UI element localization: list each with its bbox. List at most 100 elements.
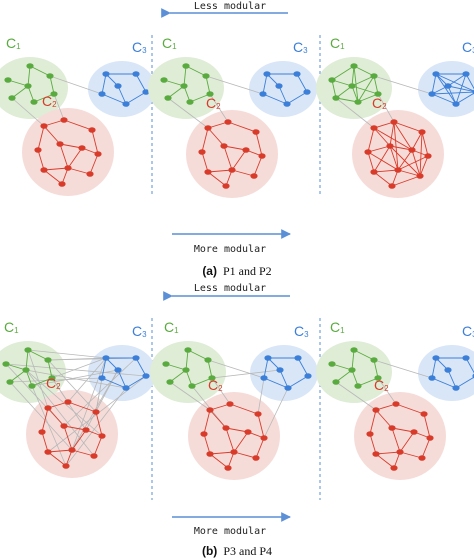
- c1-edge: [189, 93, 211, 103]
- c1-edge: [357, 93, 379, 103]
- inter-community-edge: [5, 363, 147, 377]
- c2-node: [372, 451, 380, 457]
- c3-node: [122, 385, 130, 391]
- c2-node: [394, 167, 402, 173]
- c2-node: [370, 125, 378, 131]
- c1-edge: [49, 75, 55, 95]
- caption-b: (b) P3 and P4: [202, 544, 272, 558]
- c2-node: [222, 183, 230, 189]
- c2-node: [418, 455, 426, 461]
- c3-edge: [431, 357, 437, 379]
- c3-edge: [447, 73, 467, 87]
- c3-node: [102, 71, 110, 77]
- c3-edge: [431, 93, 457, 105]
- c2-node: [366, 431, 374, 437]
- c1-node: [186, 99, 194, 105]
- c1-edge: [353, 65, 375, 77]
- c3-edge: [262, 73, 268, 95]
- inter-community-edge: [67, 357, 107, 403]
- label-c2: C2: [206, 95, 221, 111]
- c2-edge: [227, 121, 257, 133]
- c2-node: [198, 149, 206, 155]
- inter-community-edge: [377, 377, 397, 405]
- label-c1: C1: [4, 319, 19, 335]
- c2-edge: [399, 451, 423, 459]
- c2-edge: [209, 451, 235, 455]
- label-c1: C1: [164, 319, 179, 335]
- c2-edge: [59, 143, 69, 169]
- c3-edge: [447, 369, 457, 389]
- c3-edge: [263, 377, 289, 389]
- label-c3: C3: [462, 39, 474, 55]
- c1-edge: [205, 75, 211, 95]
- c2-node: [392, 401, 400, 407]
- c2-node: [230, 449, 238, 455]
- label-c3-letter: C: [294, 323, 304, 339]
- c1-node: [160, 77, 168, 83]
- label-c1-letter: C: [330, 319, 340, 335]
- inter-community-edge: [9, 381, 73, 451]
- label-c2-letter: C: [374, 377, 384, 393]
- c3-node: [284, 385, 292, 391]
- c3-node: [114, 83, 122, 89]
- c2-edge: [373, 169, 399, 173]
- more-modular-label-a: More modular: [194, 244, 266, 255]
- c3-node: [304, 373, 312, 379]
- c3-node: [132, 71, 140, 77]
- label-c1-letter: C: [4, 319, 14, 335]
- label-c2: C2: [42, 93, 57, 109]
- c3-edge: [455, 73, 467, 105]
- c2-edge: [389, 121, 395, 147]
- c2-node: [252, 455, 260, 461]
- c1-edge: [335, 369, 353, 383]
- label-c3-subscript: 3: [142, 46, 147, 55]
- c2-node: [418, 129, 426, 135]
- c1-node: [184, 347, 192, 353]
- label-c1: C1: [6, 35, 21, 51]
- label-c1: C1: [330, 35, 345, 51]
- c1-node: [374, 375, 382, 381]
- c2-edge: [233, 451, 257, 459]
- c2-edge: [367, 151, 375, 173]
- c2-node: [224, 119, 232, 125]
- c2-edge: [257, 413, 265, 439]
- inter-community-edge: [169, 381, 211, 411]
- c2-node: [90, 453, 98, 459]
- c3-node: [444, 367, 452, 373]
- c2-edge: [397, 155, 429, 171]
- c2-node: [424, 153, 432, 159]
- c2-node: [226, 401, 234, 407]
- c2-edge: [43, 125, 61, 145]
- community-c1-region: [0, 341, 66, 403]
- c1-edge: [207, 359, 213, 379]
- c2-edge: [393, 121, 413, 151]
- c3-node: [283, 101, 291, 107]
- c2-edge: [367, 145, 391, 153]
- c2-edge: [393, 121, 399, 171]
- c2-node: [204, 125, 212, 131]
- c1-node: [162, 361, 170, 367]
- c2-edge: [59, 143, 83, 149]
- c2-node: [408, 147, 416, 153]
- c2-edge: [391, 427, 401, 453]
- c1-node: [328, 77, 336, 83]
- c2-node: [364, 149, 372, 155]
- c2-edge: [397, 149, 413, 171]
- c2-node: [40, 167, 48, 173]
- c2-node: [44, 449, 52, 455]
- c2-edge: [63, 119, 93, 131]
- label-c1-letter: C: [330, 35, 340, 51]
- c3-edge: [297, 357, 309, 377]
- less-modular-label-a: Less modular: [194, 1, 266, 12]
- c2-node: [44, 405, 52, 411]
- c3-node: [293, 71, 301, 77]
- c2-edge: [43, 169, 63, 185]
- c1-node: [46, 73, 54, 79]
- community-c3-region: [418, 345, 474, 401]
- c2-edge: [253, 155, 263, 177]
- caption-a-text: P1 and P2: [223, 264, 272, 278]
- c3-node: [98, 91, 106, 97]
- c2-edge: [41, 431, 49, 453]
